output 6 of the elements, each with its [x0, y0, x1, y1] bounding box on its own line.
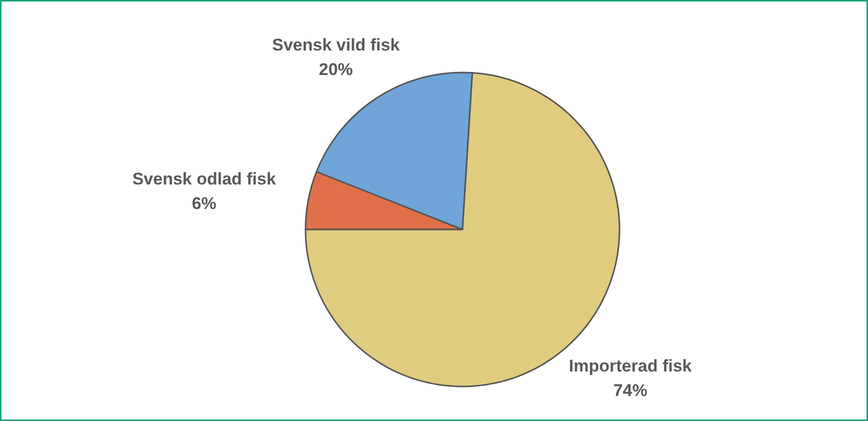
slice-label: Svensk vild fisk [272, 35, 400, 54]
data-label: 20% [318, 60, 353, 80]
slice-label: Importerad fisk [568, 356, 692, 376]
slice-label: Svensk odlad fisk [132, 169, 276, 188]
data-label: 6% [192, 194, 216, 214]
data-label: 74% [613, 381, 648, 400]
